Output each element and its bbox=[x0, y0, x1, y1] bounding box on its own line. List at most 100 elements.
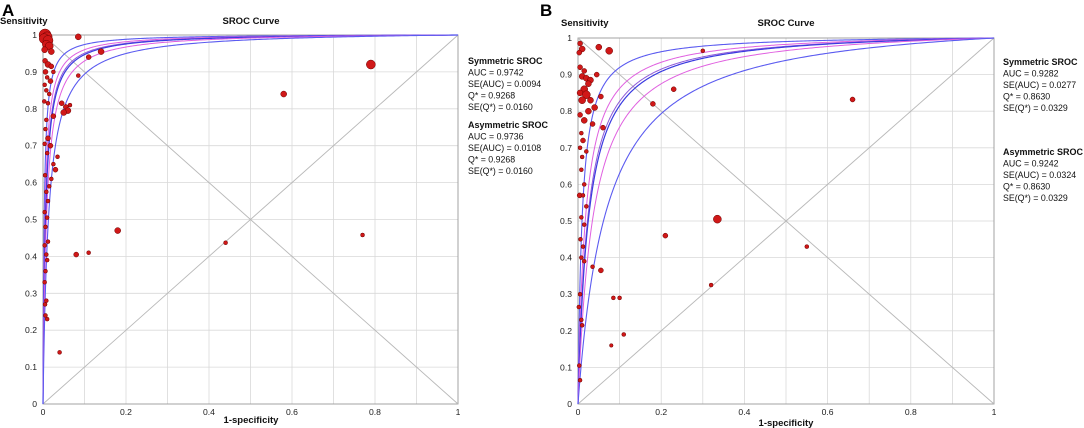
panel-a-study-point bbox=[57, 350, 62, 355]
panel-b-sym-auc: AUC = 0.9282 bbox=[1003, 69, 1059, 79]
panel-a-study-point bbox=[58, 100, 65, 107]
panel-a-q-diagonal bbox=[42, 34, 459, 405]
panel-a-y-tick-label: 0.1 bbox=[25, 362, 37, 372]
panel-b-study-point bbox=[621, 332, 627, 337]
panel-a-study-point bbox=[44, 257, 50, 263]
panel-b-plot-area: 0 0.2 0.4 0.6 0.8 1 0 0.1 0.2 0.3 0.4 0.5 0.6 0.7 0.8 0… bbox=[560, 33, 997, 417]
panel-b-study-point bbox=[579, 323, 585, 328]
panel-a-study-point bbox=[45, 239, 51, 244]
panel-a-study-point bbox=[223, 240, 228, 245]
panel-b-title: SROC Curve bbox=[757, 18, 814, 29]
panel-b-label: B bbox=[540, 1, 552, 20]
panel-b-study-point bbox=[590, 264, 595, 269]
panel-b-study-point bbox=[576, 363, 582, 368]
panel-a-study-point bbox=[51, 161, 56, 167]
panel-a-study-point bbox=[49, 176, 54, 182]
panel-b-asym-se-q: SE(Q*) = 0.0329 bbox=[1003, 193, 1068, 203]
panel-a-study-point bbox=[48, 63, 55, 70]
panel-a-asym-auc: AUC = 0.9736 bbox=[468, 132, 524, 142]
panel-b-study-point bbox=[595, 43, 603, 51]
panel-a-study-point bbox=[366, 59, 376, 70]
panel-a-study-point bbox=[41, 46, 48, 54]
panel-a-y-tick-label: 0.7 bbox=[25, 141, 37, 151]
panel-b-study-point bbox=[577, 291, 583, 297]
panel-a-study-point bbox=[60, 109, 67, 116]
panel-b-study-point bbox=[579, 317, 584, 323]
panel-b-study-point bbox=[700, 48, 706, 54]
panel-a-stats: Symmetric SROC AUC = 0.9742 SE(AUC) = 0.… bbox=[468, 56, 549, 176]
panel-b-y-tick-label: 1 bbox=[567, 33, 572, 43]
panel-b-y-tick-label: 0.3 bbox=[560, 289, 572, 299]
panel-b-asym-auc: AUC = 0.9242 bbox=[1003, 159, 1059, 169]
panel-a-sroc-symmetric-curve bbox=[42, 34, 459, 404]
panel-a-xlabel: 1-specificity bbox=[224, 415, 280, 426]
panel-b-grid bbox=[578, 38, 994, 404]
panel-a-study-point bbox=[44, 189, 49, 195]
panel-a-study-point bbox=[42, 69, 49, 75]
panel-b-x-tick-label: 0 bbox=[576, 407, 581, 417]
panel-a-study-point bbox=[50, 113, 57, 119]
panel-a-y-tick-label: 0 bbox=[32, 399, 37, 409]
panel-b-study-point bbox=[579, 154, 585, 160]
panel-b-study-point bbox=[650, 101, 656, 107]
panel-b-sroc-lower-ci-curve bbox=[577, 37, 995, 405]
panel-b-study-point bbox=[584, 204, 589, 209]
panel-a-y-tick-label: 0.3 bbox=[25, 288, 37, 298]
panel-b-study-point bbox=[577, 145, 583, 151]
panel-b-study-point bbox=[578, 96, 586, 104]
panel-a-study-point bbox=[73, 251, 79, 258]
panel-a-study-point bbox=[76, 73, 81, 78]
panel-b-frame bbox=[577, 37, 995, 405]
panel-a-study-point bbox=[46, 91, 52, 97]
panel-b-study-point bbox=[587, 96, 594, 104]
panel-b-sroc-upper-inner-curve bbox=[577, 37, 995, 404]
panel-a-sym-se-auc: SE(AUC) = 0.0094 bbox=[468, 79, 541, 89]
panel-b-xlabel: 1-specificity bbox=[759, 418, 815, 428]
panel-b-study-point bbox=[804, 244, 810, 249]
panel-b-study-point bbox=[577, 377, 583, 383]
panel-b-study-point bbox=[576, 49, 582, 56]
panel-b-study-point bbox=[579, 167, 584, 173]
panel-b-study-point bbox=[662, 232, 669, 239]
panel-b-study-point bbox=[582, 90, 591, 99]
panel-a-y-tick-label: 0.2 bbox=[25, 325, 37, 335]
panel-a-study-point bbox=[43, 313, 48, 318]
panel-a-sym-auc: AUC = 0.9742 bbox=[468, 68, 524, 78]
panel-b-study-point bbox=[577, 64, 583, 71]
panel-b-sroc-lower-inner-curve bbox=[577, 37, 995, 405]
panel-a-study-point bbox=[47, 142, 54, 149]
panel-a-x-tick-label: 0.8 bbox=[369, 407, 381, 417]
panel-b-study-point bbox=[584, 149, 589, 154]
panel-b-x-tick-label: 0.8 bbox=[905, 407, 917, 417]
panel-b-study-point bbox=[580, 137, 586, 144]
panel-a-study-point bbox=[43, 224, 48, 230]
panel-b-y-tick-label: 0 bbox=[567, 399, 572, 409]
panel-a-y-tick-label: 0.5 bbox=[25, 215, 37, 225]
panel-a-study-point bbox=[51, 69, 56, 75]
panel-b-study-point bbox=[585, 107, 592, 115]
panel-a-study-point bbox=[86, 250, 91, 255]
panel-a-study-point bbox=[85, 54, 92, 60]
panel-b-sym-heading: Symmetric SROC bbox=[1003, 57, 1078, 67]
panel-a-study-point bbox=[114, 227, 121, 234]
panel-a-grid bbox=[43, 35, 458, 404]
panel-b-study-point bbox=[580, 193, 586, 198]
panel-a-study-point bbox=[47, 78, 54, 84]
panel-b-y-tick-label: 0.2 bbox=[560, 326, 572, 336]
panel-b-study-point bbox=[611, 295, 616, 301]
panel-a-x-tick-label: 0.2 bbox=[120, 407, 132, 417]
panel-b-study-point bbox=[577, 112, 583, 118]
panel-b-y-tick-label: 0.4 bbox=[560, 253, 572, 263]
panel-a-study-point bbox=[45, 135, 51, 142]
panel-b-study-point bbox=[591, 104, 598, 111]
panel-b-study-point bbox=[598, 267, 604, 274]
panel-b-study-point bbox=[593, 71, 600, 78]
panel-a-plot-area: 0 0.2 0.4 0.6 0.8 1 0 0.1 0.2 0.3 0.4 0.5 0.6 0.7 0.8 0… bbox=[25, 28, 461, 417]
panel-b-study-point bbox=[605, 47, 613, 55]
panel-a-study-point bbox=[41, 99, 47, 104]
panel-a-study-point bbox=[44, 150, 50, 156]
panel-b-study-point bbox=[580, 117, 588, 124]
panel-b-study-point bbox=[581, 222, 587, 227]
panel-a-frame bbox=[42, 34, 459, 405]
panel-b-study-point bbox=[576, 304, 582, 310]
